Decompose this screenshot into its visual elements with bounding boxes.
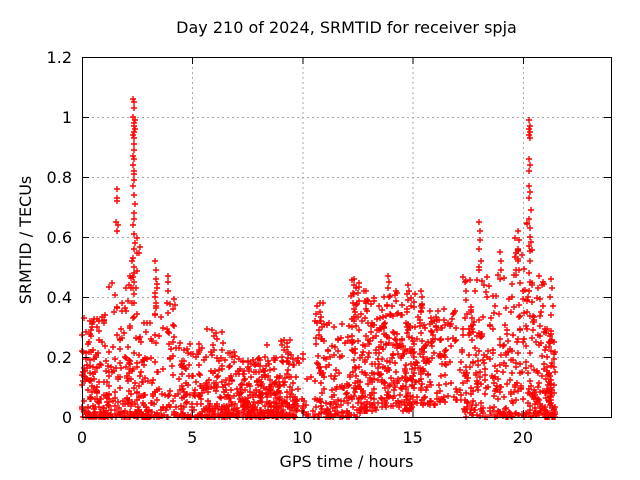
x-tick-label: 10	[292, 428, 312, 447]
x-tick-label: 20	[513, 428, 533, 447]
x-tick-label: 5	[187, 428, 197, 447]
chart-title: Day 210 of 2024, SRMTID for receiver spj…	[176, 18, 517, 37]
y-tick-label: 1.2	[47, 48, 72, 67]
data-points	[79, 96, 558, 420]
y-tick-label: 0.6	[47, 228, 72, 247]
x-axis-label: GPS time / hours	[279, 452, 414, 471]
x-tick-label: 15	[402, 428, 422, 447]
axes-border-and-ticks	[82, 57, 612, 418]
y-axis-label: SRMTID / TECUs	[16, 175, 35, 305]
y-tick-label: 0	[62, 408, 72, 427]
y-tick-label: 0.2	[47, 348, 72, 367]
y-tick-label: 1	[62, 108, 72, 127]
x-tick-label: 0	[77, 428, 87, 447]
y-tick-label: 0.8	[47, 168, 72, 187]
tick-labels: 0 5 10 15 20 0 0.2 0.4 0.6 0.8 1 1.2	[47, 48, 533, 447]
y-tick-label: 0.4	[47, 288, 72, 307]
